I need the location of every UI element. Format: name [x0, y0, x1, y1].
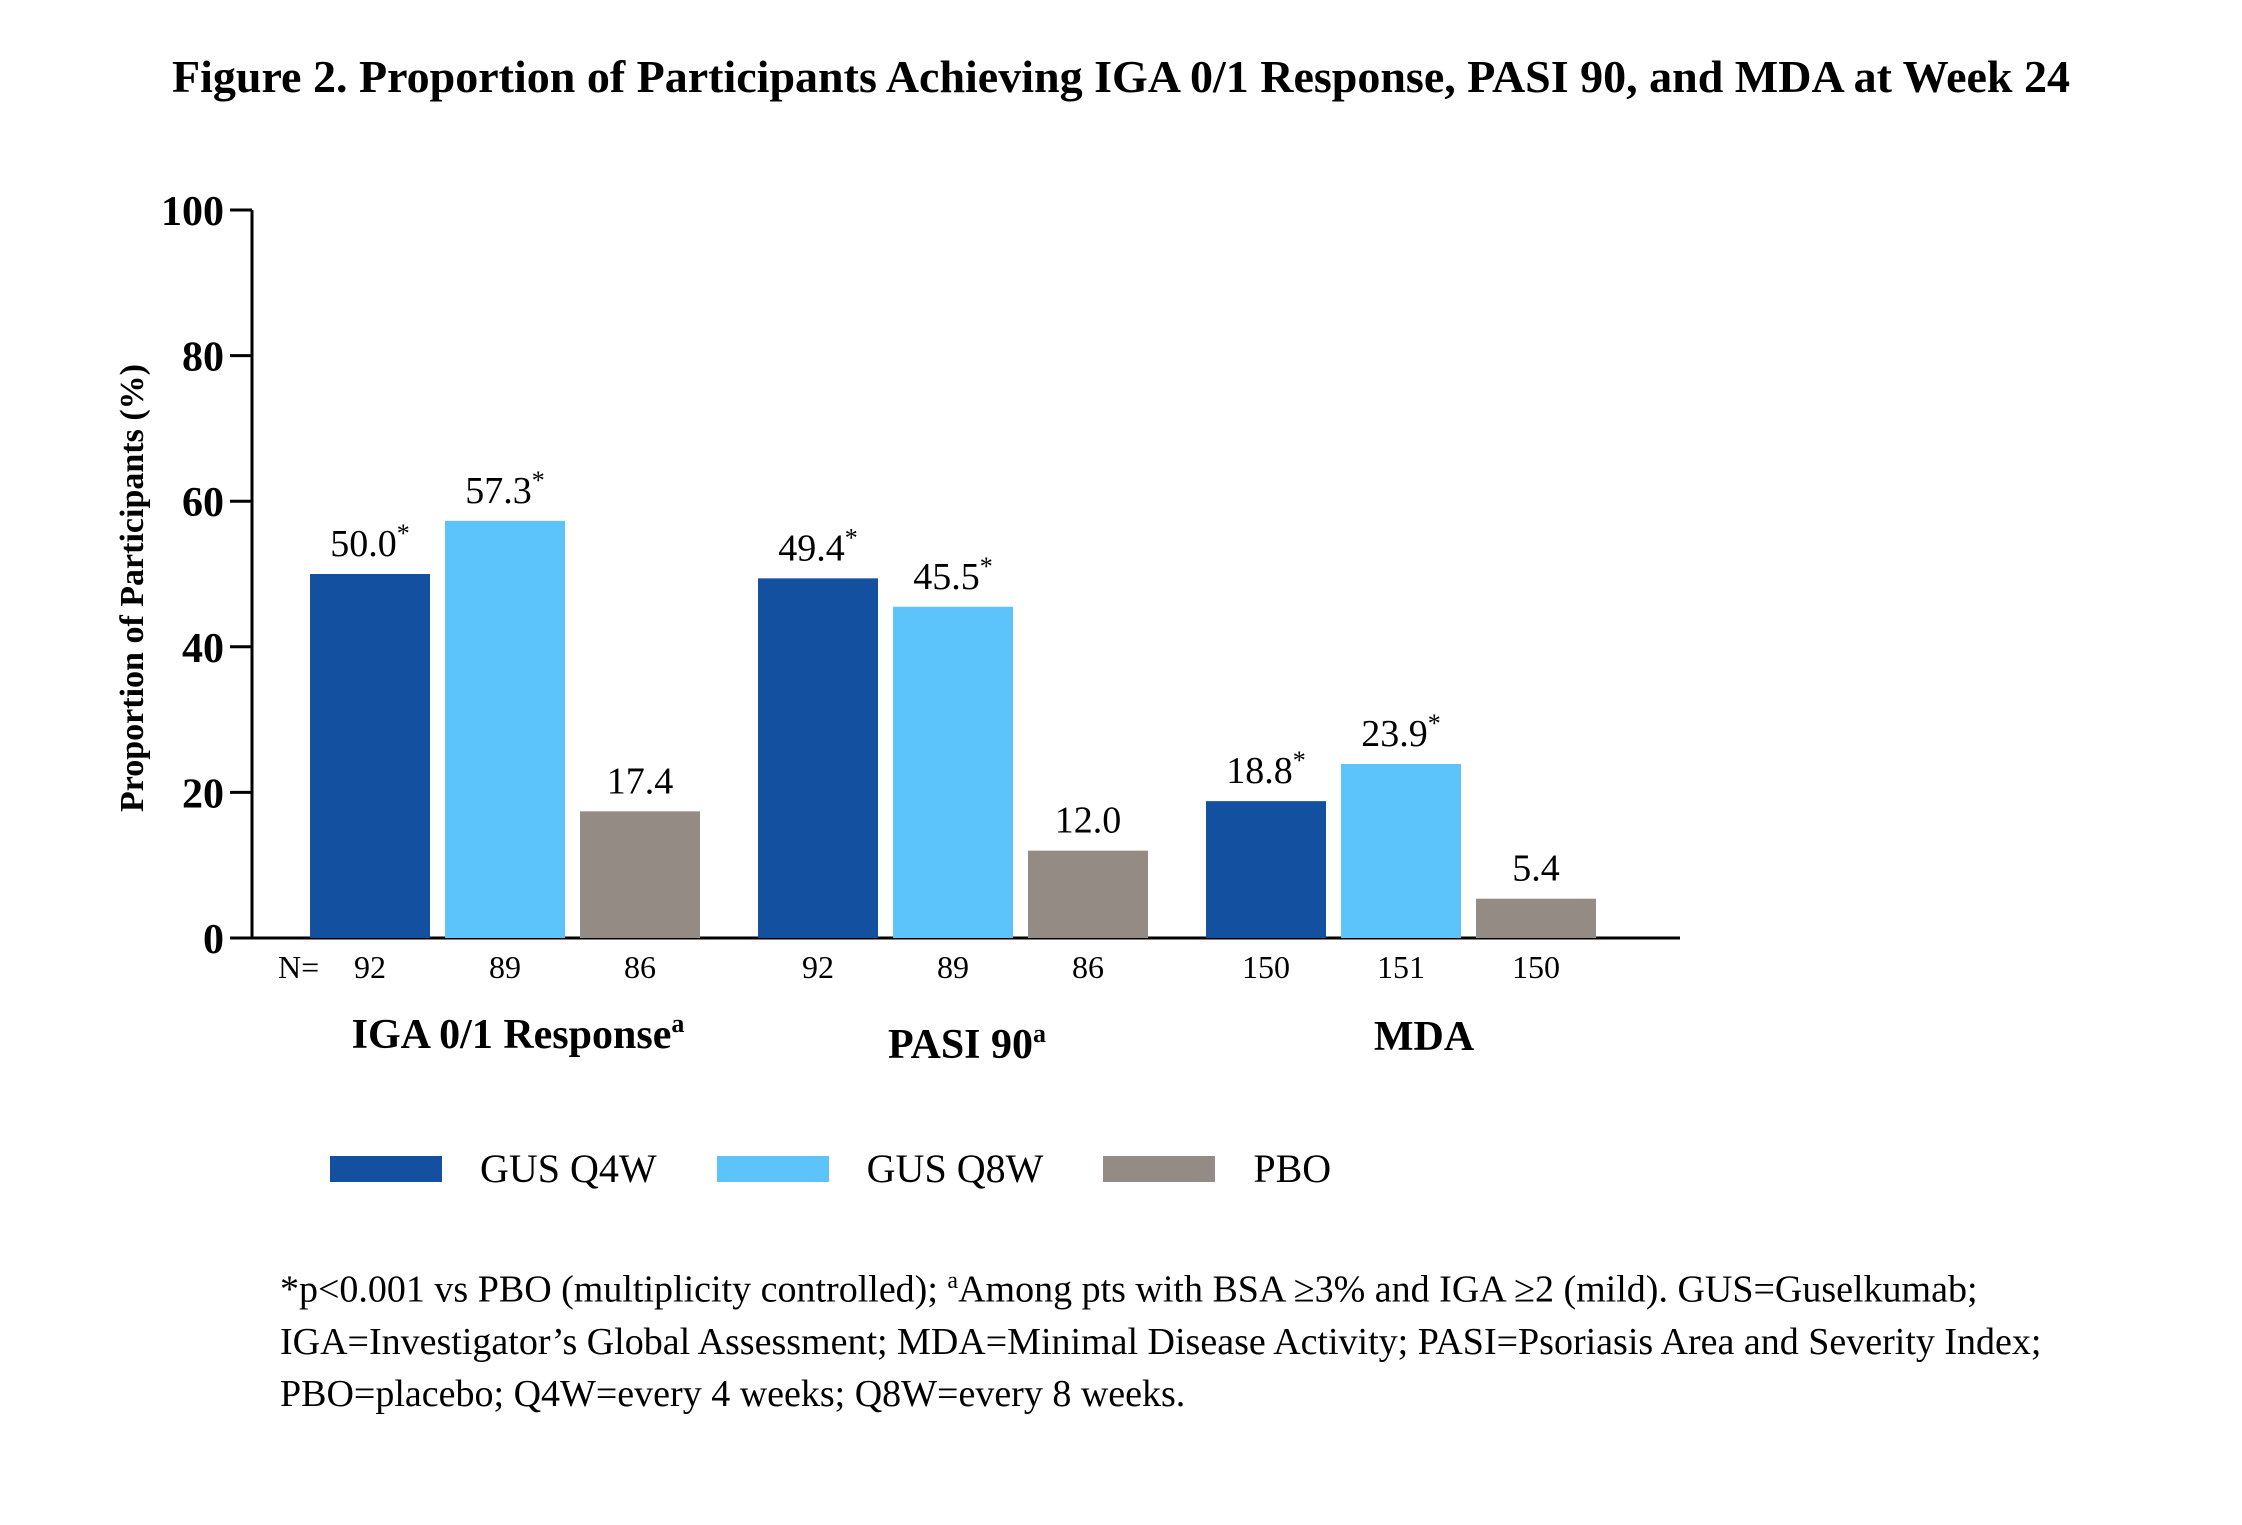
legend-item-pbo: PBO — [1103, 1145, 1331, 1192]
bar-chart: 0 20 40 60 80 100 Proportion of Participants (… — [114, 189, 1680, 1068]
bar-value-label: 5.4 — [1512, 848, 1560, 890]
y-tick-label: 100 — [161, 189, 224, 235]
footnote-part1: *p<0.001 vs PBO (multiplicity controlled… — [280, 1268, 948, 1311]
n-count-label: 89 — [937, 949, 969, 985]
y-tick-label: 0 — [203, 917, 224, 963]
legend-swatch-gus-q4w — [330, 1155, 442, 1182]
legend-swatch-gus-q8w — [716, 1155, 829, 1182]
n-count-label: 86 — [624, 949, 656, 985]
legend-item-gus-q8w: GUS Q8W — [716, 1145, 1044, 1192]
n-prefix-label: N= — [278, 949, 319, 985]
figure-title: Figure 2. Proportion of Participants Ach… — [172, 51, 2070, 102]
bar — [893, 606, 1013, 938]
bar-value-label: 18.8* — [1226, 746, 1306, 792]
n-count-label: 92 — [354, 949, 386, 985]
bar — [758, 578, 878, 938]
n-count-label: 89 — [489, 949, 521, 985]
bar-value-label: 23.9* — [1361, 709, 1441, 755]
bar — [445, 520, 565, 938]
bar — [1341, 764, 1461, 938]
legend: GUS Q4W GUS Q8W PBO — [330, 1145, 1391, 1192]
legend-swatch-pbo — [1103, 1155, 1216, 1182]
bar-value-label: 49.4* — [778, 523, 858, 569]
bar-value-label: 57.3* — [465, 466, 545, 512]
legend-label-gus-q8w: GUS Q8W — [866, 1146, 1044, 1191]
y-tick-label: 80 — [182, 335, 224, 381]
n-count-label: 92 — [802, 949, 834, 985]
group-label: PASI 90a — [888, 1019, 1046, 1068]
footnote-superscript: a — [947, 1268, 959, 1294]
group-label: MDA — [1374, 1014, 1475, 1060]
bar — [310, 574, 430, 938]
bar — [1028, 850, 1148, 938]
y-axis-label: Proportion of Participants (%) — [114, 364, 151, 812]
n-count-label: 151 — [1377, 949, 1425, 985]
bar-value-label: 50.0* — [330, 519, 410, 565]
y-tick-label: 20 — [182, 771, 224, 817]
legend-label-gus-q4w: GUS Q4W — [480, 1146, 657, 1191]
bar — [580, 811, 700, 938]
y-tick-label: 40 — [182, 626, 224, 672]
legend-item-gus-q4w: GUS Q4W — [330, 1145, 657, 1192]
bar-value-label: 12.0 — [1055, 800, 1122, 842]
legend-label-pbo: PBO — [1253, 1146, 1332, 1191]
bar — [1206, 801, 1326, 938]
group-label: IGA 0/1 Responsea — [352, 1009, 685, 1058]
footnote: *p<0.001 vs PBO (multiplicity controlled… — [280, 1255, 2180, 1420]
bar — [1476, 898, 1596, 938]
bar-value-label: 45.5* — [913, 552, 993, 598]
n-count-label: 150 — [1242, 949, 1290, 985]
y-tick-label: 60 — [182, 480, 224, 526]
bar-value-label: 17.4 — [607, 760, 674, 802]
footnote-part2: Among pts with BSA ≥3% and IGA ≥2 (mild)… — [280, 1268, 2042, 1415]
n-count-label: 86 — [1072, 949, 1104, 985]
n-count-label: 150 — [1512, 949, 1560, 985]
